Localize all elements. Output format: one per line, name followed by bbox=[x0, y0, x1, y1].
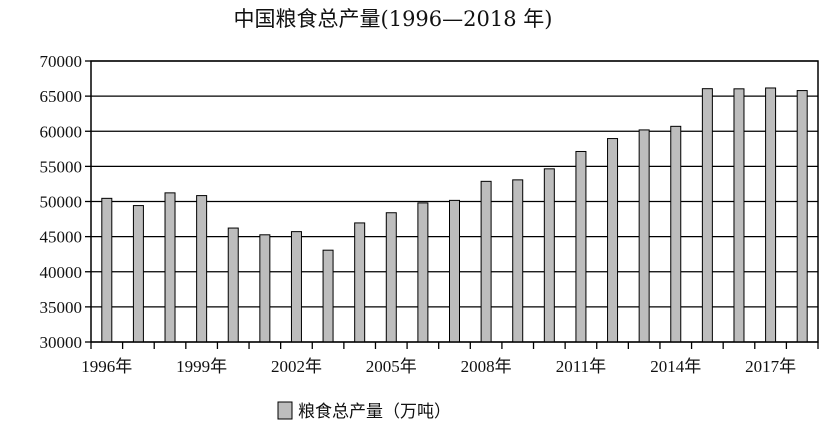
bar bbox=[290, 231, 302, 343]
bar bbox=[638, 129, 650, 343]
y-tick-label: 30000 bbox=[40, 333, 83, 352]
y-tick-label: 35000 bbox=[40, 298, 83, 317]
y-tick-label: 55000 bbox=[40, 157, 83, 176]
y-tick-label: 70000 bbox=[40, 52, 83, 71]
y-tick-label: 60000 bbox=[40, 122, 83, 141]
x-tick-label: 2002年 bbox=[271, 357, 322, 376]
bar bbox=[132, 205, 144, 343]
bar bbox=[164, 192, 176, 343]
bar bbox=[512, 179, 524, 343]
bar bbox=[765, 87, 777, 343]
bars bbox=[101, 87, 808, 343]
bar bbox=[575, 150, 587, 343]
bar bbox=[196, 195, 208, 343]
bar bbox=[417, 202, 429, 343]
x-tick-label: 2005年 bbox=[366, 357, 417, 376]
y-tick-label: 40000 bbox=[40, 263, 83, 282]
bar bbox=[701, 88, 713, 343]
y-tick-label: 45000 bbox=[40, 228, 83, 247]
bar bbox=[385, 212, 397, 343]
bar bbox=[101, 197, 113, 343]
legend-label: 粮食总产量（万吨） bbox=[298, 402, 451, 422]
bar bbox=[259, 234, 271, 343]
x-tick-label: 1999年 bbox=[176, 357, 227, 376]
x-tick-label: 1996年 bbox=[81, 357, 132, 376]
bar bbox=[480, 180, 492, 343]
x-tick-label: 2017年 bbox=[745, 357, 796, 376]
bar bbox=[322, 249, 334, 343]
bar bbox=[733, 88, 745, 343]
bar bbox=[796, 90, 808, 343]
legend: 粮食总产量（万吨） bbox=[277, 401, 451, 422]
bar bbox=[449, 199, 460, 343]
x-tick-label: 2008年 bbox=[461, 357, 512, 376]
bar bbox=[543, 168, 555, 343]
x-axis-ticks: 1996年 1999年 2002年 2005年 2008年 2011年 2014年 2017年 bbox=[81, 342, 819, 376]
bar bbox=[670, 125, 682, 343]
y-tick-label: 50000 bbox=[40, 193, 83, 212]
bar bbox=[607, 138, 619, 343]
legend-swatch bbox=[277, 401, 293, 420]
y-axis-ticks: 30000 35000 40000 45000 50000 55000 60000 65000… bbox=[40, 52, 91, 352]
bar bbox=[354, 222, 366, 343]
x-tick-label: 2014年 bbox=[650, 357, 701, 376]
x-tick-label: 2011年 bbox=[556, 357, 606, 376]
bar bbox=[227, 227, 239, 343]
y-tick-label: 65000 bbox=[40, 87, 83, 106]
chart-title: 中国粮食总产量(1996—2018 年) bbox=[234, 7, 553, 31]
